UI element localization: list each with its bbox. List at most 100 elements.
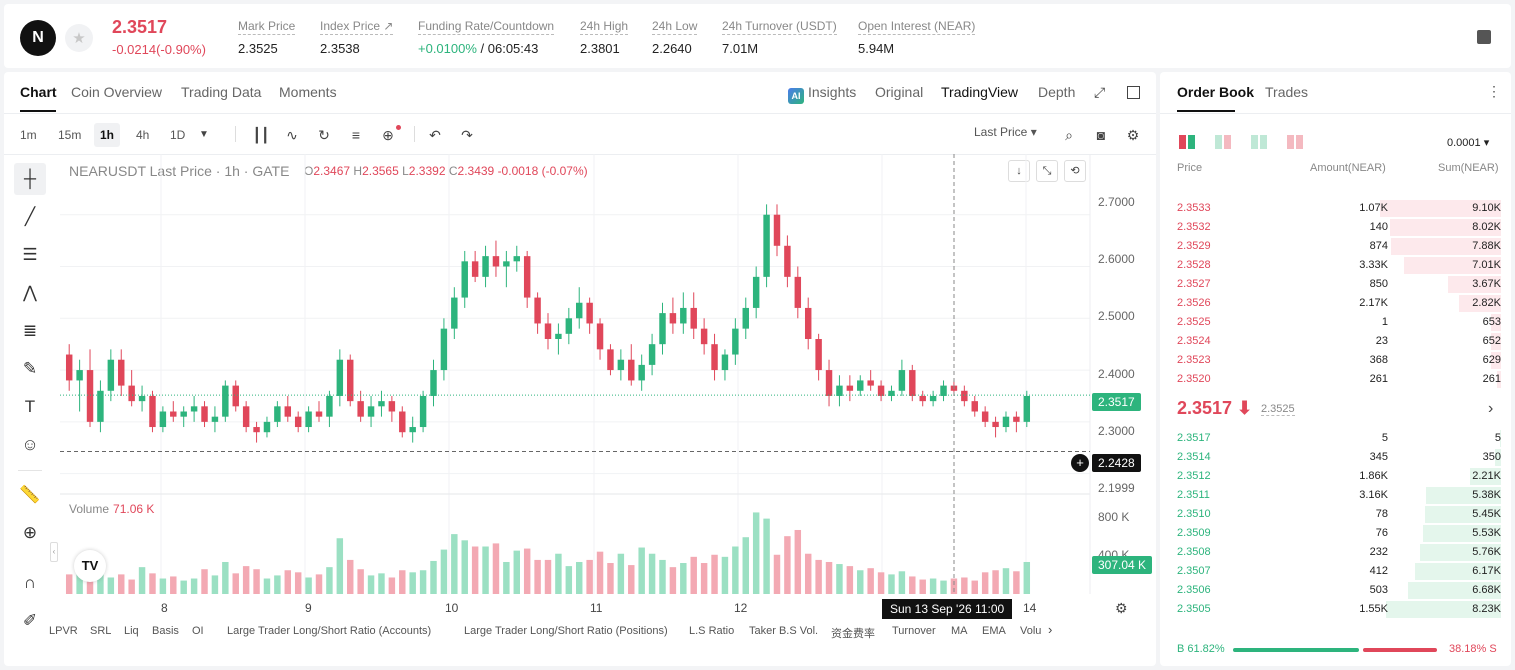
collapse-toolbar-icon[interactable]: ‹ <box>50 542 58 562</box>
camera-icon[interactable]: ◙ <box>1096 127 1106 143</box>
collapse-icon[interactable]: ⤡ <box>1036 160 1058 182</box>
view-compact-icon[interactable] <box>1287 135 1303 149</box>
indicator-item[interactable]: L.S Ratio <box>689 625 735 637</box>
stat-label[interactable]: 24h High <box>580 19 629 35</box>
bid-row[interactable]: 2.3511 3.16K 5.38K <box>1160 486 1511 505</box>
bid-row[interactable]: 2.3505 1.55K 8.23K <box>1160 600 1511 619</box>
indicator-item[interactable]: Taker B.S Vol. <box>749 625 819 637</box>
time-axis-settings-icon[interactable]: ⚙ <box>1115 600 1128 616</box>
bid-row[interactable]: 2.3508 232 5.76K <box>1160 543 1511 562</box>
trendline-icon[interactable]: ╱ <box>24 207 36 226</box>
emoji-icon[interactable]: ☺ <box>21 435 39 454</box>
stat-label[interactable]: 24h Low <box>652 19 698 35</box>
magnet-icon[interactable]: ∩ <box>23 573 37 592</box>
tab-depth[interactable]: Depth <box>1038 84 1076 100</box>
indicator-item[interactable]: Volu <box>1020 625 1042 637</box>
pattern-icon[interactable]: ⋀ <box>23 283 37 302</box>
pencil-lock-icon[interactable]: ✐ <box>22 611 38 630</box>
candle-type-icon[interactable]: ┃┃ <box>252 127 270 143</box>
star-favorite-icon[interactable]: ★ <box>65 24 93 52</box>
tab-tradingview[interactable]: TradingView <box>941 84 1019 100</box>
tab-chart[interactable]: Chart <box>20 84 57 100</box>
bid-row[interactable]: 2.3514 345 350 <box>1160 448 1511 467</box>
tab-original[interactable]: Original <box>875 84 924 100</box>
text-icon[interactable]: T <box>24 397 36 416</box>
indicator-item[interactable]: SRL <box>90 625 112 637</box>
scroll-right-icon[interactable]: › <box>1048 622 1053 637</box>
indicator-item[interactable]: Turnover <box>892 625 936 637</box>
ask-row[interactable]: 2.3524 23 652 <box>1160 332 1511 351</box>
bid-row[interactable]: 2.3507 412 6.17K <box>1160 562 1511 581</box>
tab-trading-data[interactable]: Trading Data <box>181 84 262 100</box>
ask-row[interactable]: 2.3526 2.17K 2.82K <box>1160 294 1511 313</box>
ask-row[interactable]: 2.3533 1.07K 9.10K <box>1160 199 1511 218</box>
zoom-in-icon[interactable]: ⊕ <box>22 523 38 542</box>
timeframe-dropdown-icon[interactable]: ▼ <box>199 129 209 140</box>
expand-icon[interactable]: ⤢ <box>1094 84 1106 100</box>
tab-trades[interactable]: Trades <box>1265 84 1309 100</box>
view-both-icon[interactable] <box>1179 135 1195 149</box>
chevron-right-icon[interactable]: › <box>1488 400 1494 417</box>
ask-row[interactable]: 2.3527 850 3.67K <box>1160 275 1511 294</box>
ask-row[interactable]: 2.3520 261 261 <box>1160 370 1511 389</box>
view-bids-icon[interactable] <box>1215 135 1231 149</box>
fullscreen-icon[interactable] <box>1127 86 1140 99</box>
ask-row[interactable]: 2.3532 140 8.02K <box>1160 218 1511 237</box>
price-source-select[interactable]: Last Price ▾ <box>974 125 1037 139</box>
brush-icon[interactable]: ✎ <box>22 359 38 378</box>
ask-row[interactable]: 2.3528 3.33K 7.01K <box>1160 256 1511 275</box>
timeframe-1d[interactable]: 1D <box>170 128 186 142</box>
stat-label[interactable]: Open Interest (NEAR) <box>858 19 976 35</box>
indicator-item[interactable]: Basis <box>152 625 179 637</box>
indicator-item[interactable]: OI <box>192 625 204 637</box>
indicator-item[interactable]: Large Trader Long/Short Ratio (Accounts) <box>227 625 432 637</box>
stat-label[interactable]: Mark Price <box>238 19 296 35</box>
more-options-icon[interactable]: ⋮ <box>1487 83 1501 99</box>
stat-label[interactable]: Funding Rate/Countdown <box>418 19 555 35</box>
indicator-item[interactable]: Liq <box>124 625 139 637</box>
bid-row[interactable]: 2.3510 78 5.45K <box>1160 505 1511 524</box>
bid-row[interactable]: 2.3512 1.86K 2.21K <box>1160 467 1511 486</box>
stat-label[interactable]: 24h Turnover (USDT) <box>722 19 837 35</box>
timeframe-4h[interactable]: 4h <box>136 128 150 142</box>
ask-row[interactable]: 2.3523 368 629 <box>1160 351 1511 370</box>
replay-icon[interactable]: ↻ <box>318 127 330 143</box>
col-sum: Sum(NEAR) <box>1438 162 1499 174</box>
ask-row[interactable]: 2.3525 1 653 <box>1160 313 1511 332</box>
indicator-item[interactable]: 资金费率 <box>831 628 875 640</box>
candlestick-chart[interactable] <box>60 154 1156 666</box>
settings-gear-icon[interactable]: ⚙ <box>1126 127 1140 143</box>
add-alert-icon[interactable]: + <box>1071 454 1089 472</box>
redo-icon[interactable]: ↷ <box>461 127 473 143</box>
bid-row[interactable]: 2.3509 76 5.53K <box>1160 524 1511 543</box>
crosshair-icon[interactable]: ┼ <box>14 163 46 195</box>
tab-insights[interactable]: AI Insights <box>788 84 856 104</box>
layout-icon[interactable]: ≡ <box>351 127 361 143</box>
ruler-icon[interactable]: 📏 <box>19 485 41 504</box>
ask-row[interactable]: 2.3529 874 7.88K <box>1160 237 1511 256</box>
timeframe-15m[interactable]: 15m <box>58 128 82 142</box>
scroll-down-icon[interactable]: ↓ <box>1008 160 1030 182</box>
timeframe-1m[interactable]: 1m <box>20 128 37 142</box>
book-icon[interactable] <box>1477 30 1491 44</box>
tab-order-book[interactable]: Order Book <box>1177 84 1255 100</box>
indicator-item[interactable]: Large Trader Long/Short Ratio (Positions… <box>464 625 668 637</box>
precision-select[interactable]: 0.0001 ▾ <box>1447 137 1490 149</box>
bid-row[interactable]: 2.3506 503 6.68K <box>1160 581 1511 600</box>
undo-icon[interactable]: ↶ <box>429 127 441 143</box>
view-asks-icon[interactable] <box>1251 135 1267 149</box>
reset-chart-icon[interactable]: ⟲ <box>1064 160 1086 182</box>
tab-coin-overview[interactable]: Coin Overview <box>71 84 163 100</box>
indicators-icon[interactable]: ∿ <box>286 127 298 143</box>
indicator-item[interactable]: MA <box>951 625 968 637</box>
stat-label[interactable]: Index Price ↗ <box>320 19 394 35</box>
add-indicator-icon[interactable]: ⊕ <box>382 127 394 143</box>
horizontal-lines-icon[interactable]: ☰ <box>22 245 38 264</box>
bid-row[interactable]: 2.3517 5 5 <box>1160 429 1511 448</box>
indicator-item[interactable]: EMA <box>982 625 1006 637</box>
search-icon[interactable]: ⌕ <box>1065 127 1073 143</box>
timeframe-1h[interactable]: 1h <box>94 123 121 147</box>
tab-moments[interactable]: Moments <box>279 84 337 100</box>
fib-icon[interactable]: ≣ <box>22 321 38 340</box>
indicator-item[interactable]: LPVR <box>49 625 78 637</box>
